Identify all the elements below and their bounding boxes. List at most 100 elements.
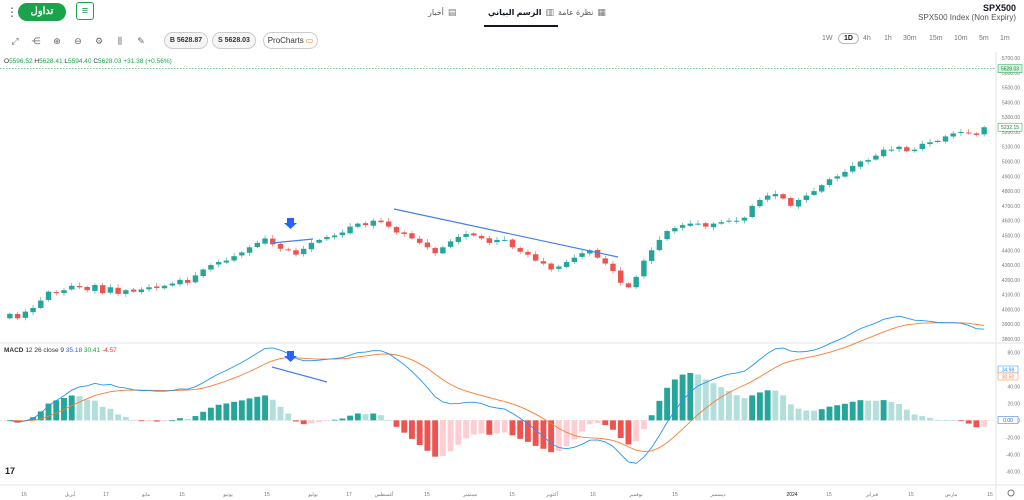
tf-4h[interactable]: 4h	[863, 35, 871, 42]
macd-histogram-bar	[563, 420, 570, 447]
prochart-badge-icon: ▭	[305, 36, 314, 45]
price-tick-label: 5600.00	[1002, 71, 1020, 77]
time-axis-label: أكتوبر	[545, 490, 559, 498]
tf-15m[interactable]: 15m	[929, 35, 943, 42]
tf-1h[interactable]: 1h	[884, 35, 892, 42]
macd-histogram-bar	[865, 400, 872, 421]
candle-up	[69, 285, 75, 290]
macd-histogram-bar	[818, 409, 825, 421]
time-axis-label: 15	[826, 492, 832, 498]
candle-down	[285, 249, 291, 251]
tf-5m[interactable]: 5m	[979, 35, 989, 42]
tab-chart[interactable]: الرسم البياني ▥	[484, 7, 558, 27]
candle-down	[185, 279, 191, 283]
tf-1m[interactable]: 1m	[1000, 35, 1010, 42]
candle-up	[556, 266, 562, 269]
candle-up	[873, 155, 879, 160]
tf-10m[interactable]: 10m	[954, 35, 968, 42]
macd-histogram-bar	[633, 420, 640, 442]
candle-up	[679, 225, 686, 228]
prochart-button[interactable]: ProCharts ▭	[263, 32, 318, 49]
macd-histogram-bar	[378, 415, 384, 421]
candle-up	[718, 222, 724, 224]
price-tick-label: 4900.00	[1002, 174, 1020, 180]
candle-down	[486, 238, 492, 243]
candle-down	[416, 238, 423, 243]
macd-histogram-bar	[439, 420, 446, 457]
candle-up	[587, 250, 593, 254]
macd-histogram-bar	[138, 420, 145, 422]
grid-icon: ▦	[597, 7, 606, 17]
candle-down	[76, 286, 83, 288]
tf-30m[interactable]: 30m	[903, 35, 917, 42]
candle-up	[138, 289, 145, 293]
candle-up	[942, 136, 949, 142]
candle-down	[154, 286, 160, 288]
trade-button[interactable]: تداول	[18, 3, 66, 21]
ask-price-button[interactable]: S 5628.03	[212, 32, 256, 49]
bid-price-button[interactable]: B 5628.87	[164, 32, 208, 49]
chart-settings-icon[interactable]	[1007, 489, 1015, 497]
macd-histogram-bar	[424, 420, 431, 451]
macd-histogram-bar	[223, 403, 230, 421]
time-axis-label: 16	[590, 492, 596, 498]
macd-histogram-bar	[246, 398, 253, 421]
macd-histogram-bar	[625, 420, 632, 445]
histogram-value: -4.57	[101, 347, 117, 354]
candle-down	[386, 221, 392, 227]
macd-histogram-bar	[888, 401, 895, 421]
candles-icon[interactable]: ⫼	[117, 36, 123, 46]
macd-histogram-bar	[501, 420, 508, 433]
candle-up	[772, 194, 779, 197]
signal-value: 30.41	[83, 347, 101, 354]
macd-histogram-bar	[207, 407, 214, 421]
macd-histogram-bar	[455, 420, 462, 445]
share-icon[interactable]: ⋲	[31, 36, 41, 46]
macd-histogram-bar	[834, 405, 841, 421]
order-list-icon[interactable]: ≡	[76, 2, 94, 20]
macd-histogram-bar	[231, 401, 238, 421]
tab-overview[interactable]: نظرة عامة ▦	[558, 7, 606, 25]
candle-up	[447, 241, 454, 247]
macd-histogram-bar	[726, 390, 732, 421]
add-indicator-icon[interactable]: ⊕	[53, 36, 61, 46]
macd-arrow-down-icon	[284, 351, 297, 362]
macd-histogram-bar	[857, 400, 864, 421]
tf-1d[interactable]: 1D	[838, 33, 859, 44]
macd-histogram-bar	[780, 395, 787, 421]
time-axis-label: ديسمبر	[709, 492, 725, 498]
expand-icon[interactable]: ⤢	[11, 36, 19, 46]
macd-histogram-bar	[177, 418, 183, 421]
candle-up	[38, 300, 44, 308]
candle-up	[571, 257, 578, 262]
settings-icon[interactable]: ⚙	[94, 36, 104, 46]
candle-up	[177, 279, 183, 285]
close-value: 5628.03	[98, 58, 122, 65]
macd-tick-label: 40.00	[1007, 384, 1020, 390]
open-value: 5596.52	[9, 58, 33, 65]
macd-histogram-bar	[122, 416, 129, 421]
macd-histogram-bar	[215, 404, 222, 421]
candle-up	[826, 179, 833, 186]
macd-histogram-bar	[656, 400, 663, 421]
tf-1w[interactable]: 1W	[822, 35, 833, 42]
macd-histogram-bar	[84, 399, 91, 421]
macd-histogram-bar	[640, 420, 647, 430]
candle-down	[424, 242, 431, 248]
compare-icon[interactable]: ⊖	[74, 36, 82, 46]
draw-icon[interactable]: ✎	[137, 36, 145, 46]
candle-up	[664, 231, 670, 240]
macd-histogram-bar	[447, 420, 454, 452]
price-tick-label: 5400.00	[1002, 100, 1020, 106]
tab-news[interactable]: أخبار ▤	[428, 7, 456, 25]
candle-up	[741, 217, 748, 221]
price-tick-label: 5000.00	[1002, 160, 1020, 166]
more-menu-icon[interactable]: ⋮	[6, 5, 18, 19]
candle-down	[610, 263, 616, 271]
macd-histogram-bar	[169, 420, 176, 422]
macd-histogram-bar	[934, 419, 941, 421]
macd-histogram-bar	[602, 420, 609, 426]
tab-overview-label: نظرة عامة	[558, 8, 594, 17]
candle-up	[7, 313, 13, 319]
